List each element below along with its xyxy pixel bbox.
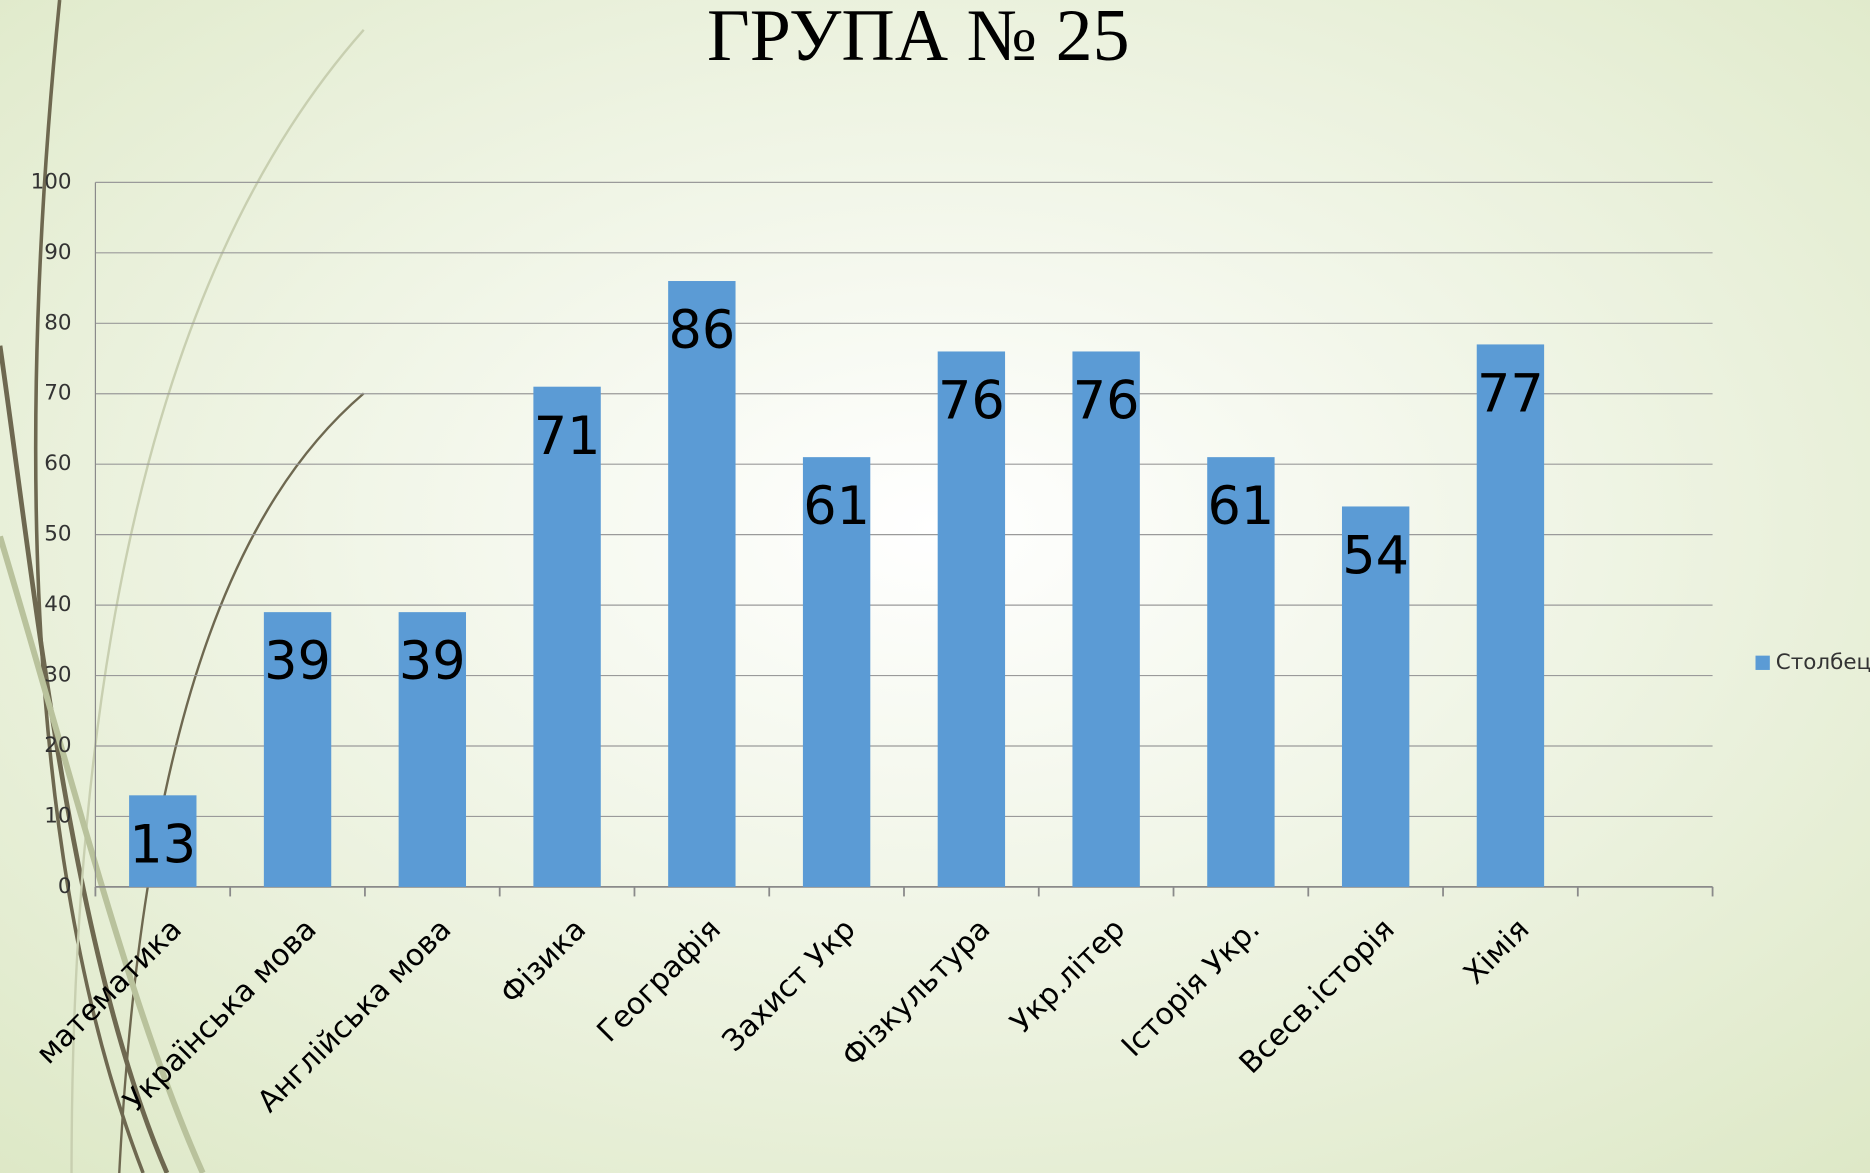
bar [263, 612, 332, 887]
y-tick-label: 100 [31, 169, 72, 194]
data-label: 86 [668, 300, 735, 361]
bar [129, 795, 197, 887]
bar [1341, 506, 1410, 887]
data-label: 61 [803, 476, 870, 537]
y-tick-label: 50 [44, 522, 71, 547]
data-label: 77 [1477, 364, 1544, 425]
bar [398, 612, 467, 887]
y-tick-label: 40 [44, 592, 71, 617]
data-label: 13 [129, 814, 196, 875]
y-tick-label: 20 [44, 733, 71, 758]
data-label: 76 [938, 371, 1005, 432]
bar [1207, 457, 1275, 887]
chart-title: ГРУПА № 25 [707, 0, 1130, 76]
bar [1476, 344, 1545, 887]
y-tick-label: 30 [44, 663, 71, 688]
y-tick-label: 0 [58, 874, 72, 899]
data-label: 61 [1208, 476, 1275, 537]
y-tick-label: 80 [44, 310, 71, 335]
data-label: 76 [1073, 371, 1140, 432]
decoration [0, 0, 365, 1173]
data-label: 54 [1342, 526, 1409, 587]
y-tick-label: 10 [44, 803, 71, 828]
bar [668, 281, 736, 887]
legend-swatch [1755, 655, 1770, 670]
data-label: 39 [399, 631, 466, 692]
data-label: 39 [264, 631, 331, 692]
bar [1072, 351, 1140, 887]
y-tick-label: 90 [44, 240, 71, 265]
bar [937, 351, 1006, 887]
bar [533, 386, 601, 887]
bar [802, 457, 871, 887]
y-tick-label: 70 [44, 381, 71, 406]
data-label: 71 [534, 406, 601, 467]
legend-label: Столбец [1776, 650, 1870, 675]
y-tick-label: 60 [44, 451, 71, 476]
